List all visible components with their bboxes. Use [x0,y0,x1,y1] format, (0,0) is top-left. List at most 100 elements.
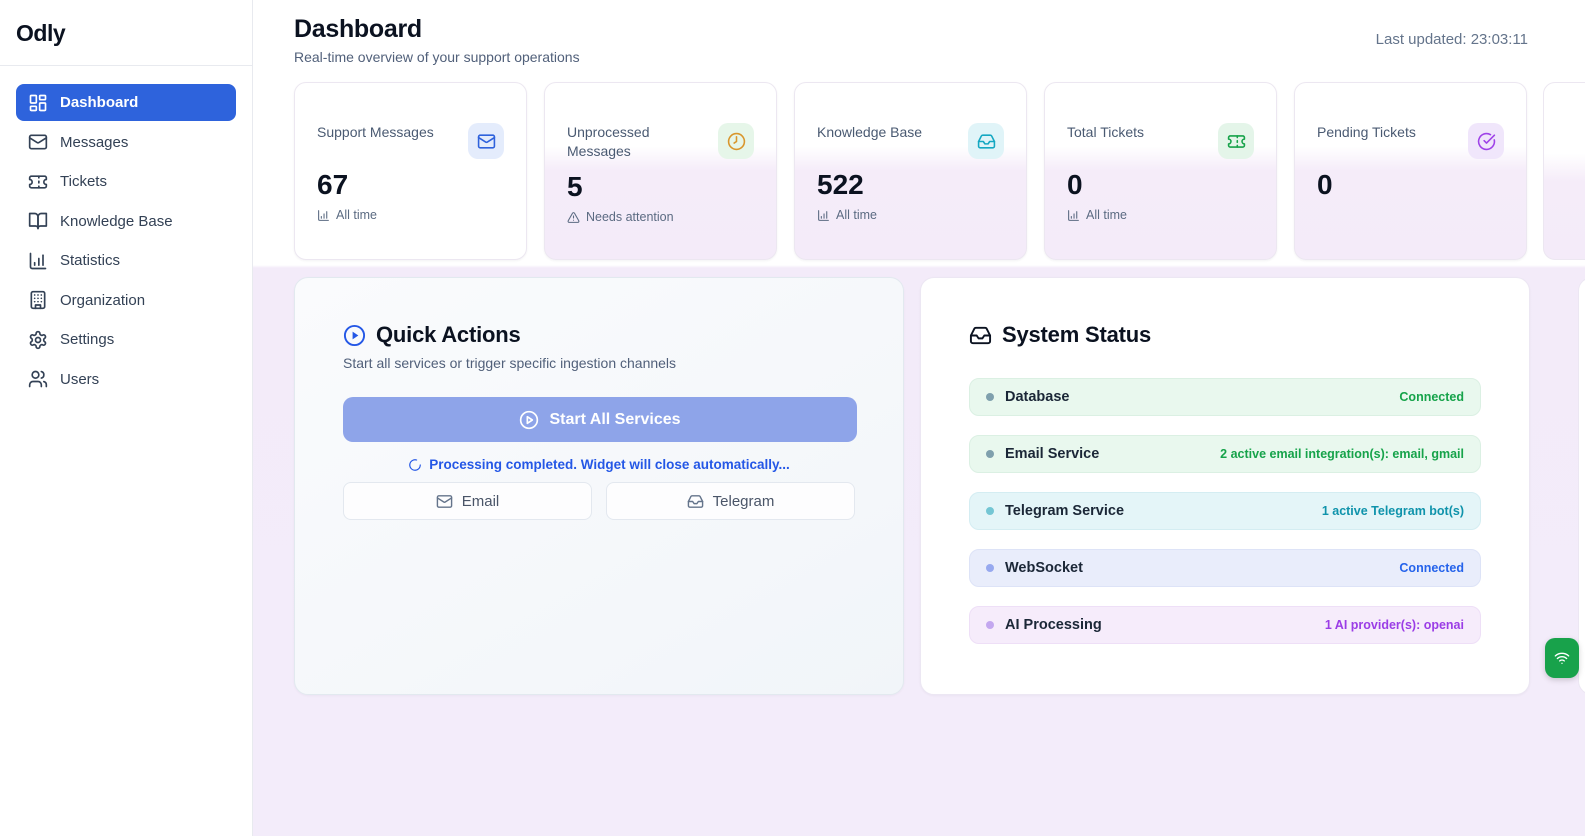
check-circle-icon [1468,123,1504,159]
sidebar-item-dashboard[interactable]: Dashboard [16,84,236,121]
status-dot [986,564,994,572]
sidebar: Odly Dashboard Messages Tickets Knowledg… [0,0,253,836]
sidebar-item-label: Knowledge Base [60,212,173,230]
email-channel-button[interactable]: Email [343,482,592,520]
mail-icon [28,134,48,150]
status-value: Connected [1399,390,1464,404]
stat-footer: All time [1067,208,1254,222]
sidebar-item-label: Settings [60,331,115,348]
bar-chart-icon [818,209,829,221]
sidebar-item-statistics[interactable]: Statistics [16,242,236,279]
ticket-icon [28,174,48,189]
stat-value: 522 [817,169,864,200]
mail-icon [468,123,504,159]
quick-actions-panel: Quick Actions Start all services or trig… [294,277,904,695]
page-subtitle: Real-time overview of your support opera… [294,49,580,65]
stat-label: Pending Tickets [1317,124,1416,140]
quick-actions-title: Quick Actions [376,322,521,347]
stat-value: 67 [317,169,349,200]
users-icon [28,370,48,388]
status-rows: Database Connected Email Service 2 activ… [969,378,1481,644]
status-row-ai-processing: AI Processing 1 AI provider(s): openai [969,606,1481,644]
start-all-services-button[interactable]: Start All Services [343,397,857,442]
system-status-title: System Status [1002,322,1152,347]
status-value: 1 AI provider(s): openai [1324,618,1464,632]
inbox-icon [968,123,1004,159]
sidebar-item-organization[interactable]: Organization [16,282,236,319]
stat-value: 0 [1317,169,1333,200]
play-circle-icon [520,410,539,429]
status-label: AI Processing [1005,617,1102,633]
book-open-icon [28,212,48,230]
channel-buttons: Email Telegram [343,482,855,520]
sidebar-item-messages[interactable]: Messages [16,124,236,161]
clock-icon [718,123,754,159]
page-title: Dashboard [294,15,422,43]
sidebar-divider [0,65,252,66]
dashboard-grid-icon [29,94,47,111]
status-value: 1 active Telegram bot(s) [1321,504,1464,518]
status-value: Connected [1399,561,1464,575]
status-row-email-service: Email Service 2 active email integration… [969,435,1481,473]
sidebar-nav: Dashboard Messages Tickets Knowledge Bas… [0,66,252,418]
connection-widget-button[interactable] [1545,638,1579,678]
stat-label: Support Messages [317,124,434,140]
stat-cards-row: Support Messages 67 All time Unprocessed… [294,82,1527,260]
status-dot [986,507,994,515]
stat-footer: All time [817,208,1004,222]
status-value: 2 active email integration(s): email, gm… [1220,447,1464,461]
stat-label: Total Tickets [1067,124,1145,140]
stat-card-knowledge-base: Knowledge Base 522 All time [794,82,1027,260]
status-row-websocket: WebSocket Connected [969,549,1481,587]
processing-status: Processing completed. Widget will close … [343,457,855,472]
inbox-icon [687,494,703,508]
bar-chart-icon [1068,209,1079,221]
sidebar-item-settings[interactable]: Settings [16,321,236,358]
status-label: Telegram Service [1005,503,1125,519]
ticket-icon [1218,123,1254,159]
clipped-panel [1578,277,1585,695]
stat-label: Knowledge Base [817,124,923,140]
status-label: Database [1005,389,1070,405]
bar-chart-icon [29,252,47,269]
main-content: Dashboard Real-time overview of your sup… [253,0,1585,836]
sidebar-item-label: Tickets [60,173,107,190]
stat-footer: Needs attention [567,210,754,224]
inbox-icon [969,326,992,344]
stat-card-clipped [1543,82,1585,260]
alert-triangle-icon [567,211,580,223]
status-row-telegram-service: Telegram Service 1 active Telegram bot(s… [969,492,1481,530]
stat-label: Unprocessed Messages [567,124,650,159]
stat-footer: All time [317,208,504,222]
sidebar-item-tickets[interactable]: Tickets [16,163,236,200]
sidebar-item-label: Messages [60,133,129,151]
app-logo: Odly [16,20,66,46]
bar-chart-icon [318,209,329,221]
building-icon [30,290,46,310]
status-label: WebSocket [1005,560,1083,576]
telegram-channel-button[interactable]: Telegram [606,482,855,520]
quick-actions-subtitle: Start all services or trigger specific i… [343,355,677,371]
play-circle-icon [343,324,366,346]
status-dot [986,621,994,629]
spinner-icon [409,458,422,471]
last-updated-text: Last updated: 23:03:11 [1375,31,1528,48]
stat-card-total-tickets: Total Tickets 0 All time [1044,82,1277,260]
wifi-icon [1554,652,1570,664]
status-dot [986,393,994,401]
stat-value: 0 [1067,169,1083,200]
stat-value: 5 [567,171,583,202]
stat-card-pending-tickets: Pending Tickets 0 [1294,82,1527,260]
stat-card-unprocessed-messages: Unprocessed Messages 5 Needs attention [544,82,777,260]
stat-card-support-messages: Support Messages 67 All time [294,82,527,260]
sidebar-item-users[interactable]: Users [16,361,236,398]
sidebar-item-knowledge-base[interactable]: Knowledge Base [16,203,236,240]
mail-icon [436,494,453,508]
sidebar-item-label: Statistics [60,252,121,269]
system-status-panel: System Status Database Connected Email S… [920,277,1530,695]
status-row-database: Database Connected [969,378,1481,416]
status-dot [986,450,994,458]
status-label: Email Service [1005,446,1100,462]
sidebar-item-label: Users [60,370,100,388]
gear-icon [29,330,47,349]
